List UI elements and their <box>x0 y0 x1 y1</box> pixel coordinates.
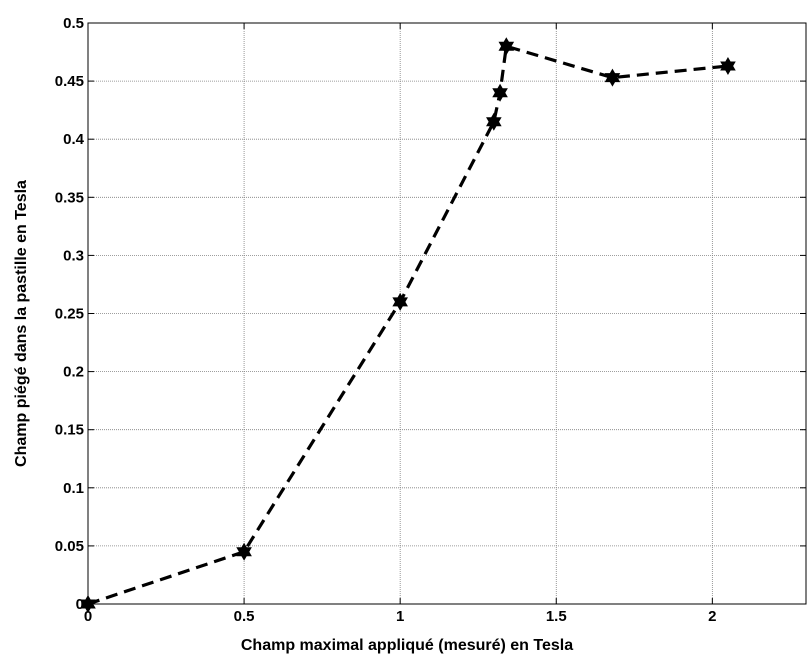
axis-ticks: 0 0.5 1 1.5 2 0 0.05 0.1 0.15 0.2 0.25 0.3 0.35 0.4 0.… <box>55 15 806 625</box>
marker-triangle-down <box>720 61 736 75</box>
data-point-marker <box>498 37 515 56</box>
y-tick-label: 0.3 <box>63 247 84 264</box>
y-tick-label: 0.4 <box>63 131 85 148</box>
x-tick-label: 1 <box>396 608 404 625</box>
data-series <box>80 37 736 614</box>
y-tick-label: 0.05 <box>55 538 84 555</box>
data-point-marker <box>486 112 502 131</box>
y-tick-label: 0 <box>76 596 84 613</box>
marker-triangle-down <box>392 297 408 311</box>
x-tick-label: 2 <box>708 608 716 625</box>
x-tick-label: 0 <box>84 608 92 625</box>
marker-triangle-down <box>236 547 252 561</box>
x-tick-label: 0.5 <box>234 608 255 625</box>
data-point-marker <box>236 542 252 561</box>
y-axis-label: Champ piégé dans la pastille en Tesla <box>13 180 30 467</box>
y-tick-label: 0.1 <box>63 480 84 497</box>
data-point-marker <box>720 56 736 75</box>
marker-triangle-down <box>80 599 96 614</box>
data-point-marker <box>492 83 508 102</box>
y-tick-label: 0.15 <box>55 422 84 439</box>
y-tick-label: 0.2 <box>63 364 84 381</box>
marker-triangle-down <box>604 73 621 87</box>
y-tick-label: 0.5 <box>63 15 84 32</box>
data-point-marker <box>80 594 96 614</box>
y-tick-label: 0.35 <box>55 189 84 206</box>
y-tick-label: 0.25 <box>55 306 84 323</box>
marker-triangle-down <box>492 88 508 102</box>
data-point-marker <box>604 68 621 87</box>
grid <box>88 23 806 604</box>
x-axis-label: Champ maximal appliqué (mesuré) en Tesla <box>241 637 573 654</box>
series-line <box>87 44 729 606</box>
x-tick-label: 1.5 <box>546 608 567 625</box>
y-tick-label: 0.45 <box>55 73 84 90</box>
marker-triangle-down <box>486 117 502 131</box>
marker-triangle-down <box>498 41 515 56</box>
data-point-marker <box>392 292 408 311</box>
